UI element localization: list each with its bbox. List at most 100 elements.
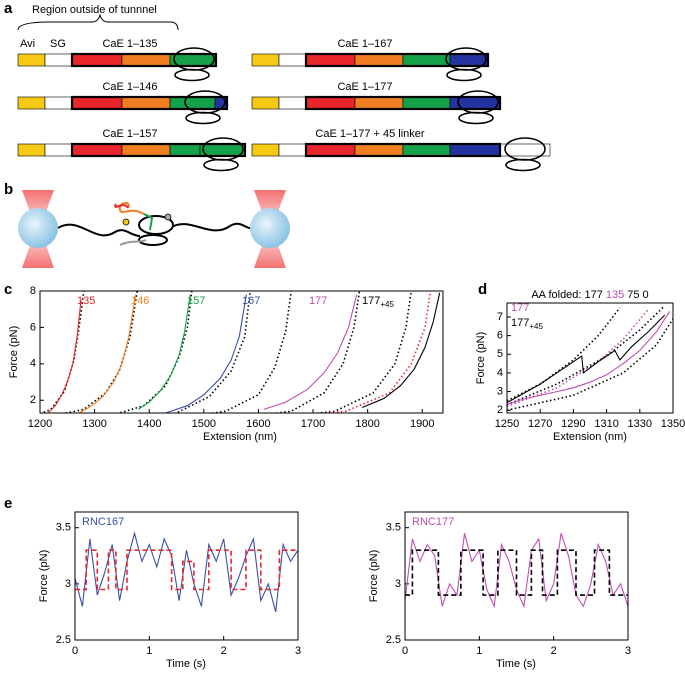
- x-tick-label: 1500: [192, 418, 216, 430]
- x-tick-label: 1300: [82, 418, 106, 430]
- trace-line: [47, 300, 82, 413]
- x-tick-label: 0: [402, 645, 408, 657]
- construct-segment: [305, 96, 356, 110]
- series-name: 177: [511, 302, 529, 314]
- construct-segment: [402, 96, 451, 110]
- series-name: 135: [77, 295, 95, 307]
- avi-label: Avi: [20, 38, 35, 50]
- x-tick-label: 1310: [594, 418, 618, 430]
- fit-line: [507, 308, 649, 408]
- x-tick-label: 1350: [661, 418, 685, 430]
- sg-label: SG: [50, 38, 66, 50]
- trace-line: [75, 531, 298, 613]
- y-tick-label: 2: [497, 404, 503, 416]
- construct-segment: [17, 53, 46, 67]
- construct-segment: [449, 143, 501, 157]
- construct-segment: [354, 96, 404, 110]
- y-tick-label: 3.5: [56, 522, 71, 534]
- fit-line: [507, 305, 666, 406]
- construct-label: CaE 1–135: [102, 38, 157, 50]
- fit-line: [271, 291, 361, 413]
- construct-outline: [70, 95, 229, 111]
- trace-line: [79, 294, 137, 413]
- annotation-part: 135: [606, 289, 624, 301]
- y-tick-label: 5: [497, 348, 503, 360]
- construct-segment: [121, 143, 171, 157]
- plot-frame: [39, 290, 444, 414]
- x-axis-label: Time (s): [166, 658, 206, 670]
- plot-area: [507, 305, 673, 411]
- construct-segment: [169, 96, 216, 110]
- ribosome-small: [458, 111, 494, 125]
- series-label: 157: [187, 295, 205, 307]
- x-axis-label: Extension (nm): [553, 431, 627, 443]
- y-tick-label: 6: [497, 330, 503, 342]
- fit-line: [318, 291, 432, 413]
- series-name: 157: [187, 295, 205, 307]
- series-label: 177: [511, 302, 529, 314]
- trace-line: [263, 294, 358, 410]
- y-tick-label: 3: [497, 385, 503, 397]
- construct-segment: [71, 53, 123, 67]
- panel-letter: b: [4, 181, 13, 198]
- construct-segment: [251, 143, 280, 157]
- construct-label: CaE 1–167: [337, 38, 392, 50]
- series-label: 167: [242, 295, 260, 307]
- y-axis-label: Force (pN): [8, 326, 20, 379]
- trace-line: [507, 311, 671, 406]
- trace-line: [165, 294, 247, 413]
- plot-area: [40, 291, 441, 413]
- ribosome-small: [203, 158, 239, 172]
- x-tick-label: 1290: [561, 418, 585, 430]
- x-tick-label: 1: [146, 645, 152, 657]
- annotation: AA folded: 177 135 75 0: [531, 289, 648, 301]
- series-label: RNC177: [412, 516, 454, 528]
- y-tick-label: 3: [65, 578, 71, 590]
- series-label: 177: [309, 295, 327, 307]
- annotation-part: 75 0: [627, 289, 648, 301]
- x-tick-label: 1900: [410, 418, 434, 430]
- trace-line: [361, 292, 441, 409]
- trace-line: [405, 533, 628, 609]
- construct-segment: [44, 143, 73, 157]
- construct-label: CaE 1–177 + 45 linker: [315, 128, 424, 140]
- construct-segment: [278, 143, 307, 157]
- trace-line: [507, 314, 666, 404]
- x-axis-label: Extension (nm): [203, 431, 277, 443]
- ribosome-small: [185, 111, 221, 125]
- ribosome-small: [446, 68, 482, 82]
- construct-segment: [251, 96, 280, 110]
- x-tick-label: 1700: [301, 418, 325, 430]
- y-tick-label: 6: [30, 321, 36, 333]
- y-tick-label: 8: [30, 285, 36, 297]
- panel-letter: e: [4, 495, 12, 512]
- plot-area: [405, 533, 628, 609]
- x-tick-label: 1270: [528, 418, 552, 430]
- panel-letter: d: [478, 281, 487, 298]
- x-tick-label: 1250: [495, 418, 519, 430]
- construct-label: CaE 1–157: [102, 128, 157, 140]
- construct-outline: [304, 95, 502, 111]
- construct-outline: [304, 52, 490, 68]
- y-axis-label: Force (pN): [475, 332, 487, 385]
- x-tick-label: 3: [295, 645, 301, 657]
- construct-segment: [354, 53, 404, 67]
- construct-segment: [305, 53, 356, 67]
- series-name: RNC177: [412, 516, 454, 528]
- panel-letter: c: [4, 281, 12, 298]
- construct-segment: [402, 143, 451, 157]
- construct-segment: [305, 143, 356, 157]
- series-label: 177+45: [511, 317, 543, 331]
- y-axis-label: Force (pN): [368, 550, 380, 603]
- construct-label: CaE 1–146: [102, 81, 157, 93]
- x-tick-label: 2: [221, 645, 227, 657]
- x-tick-label: 3: [625, 645, 631, 657]
- panel-letter: a: [4, 0, 13, 17]
- y-tick-label: 2.5: [56, 634, 71, 646]
- series-name: RNC167: [82, 516, 124, 528]
- x-tick-label: 1200: [28, 418, 52, 430]
- construct-segment: [402, 53, 451, 67]
- fit-line: [405, 549, 628, 596]
- construct-segment: [199, 143, 246, 157]
- construct-segment: [121, 96, 171, 110]
